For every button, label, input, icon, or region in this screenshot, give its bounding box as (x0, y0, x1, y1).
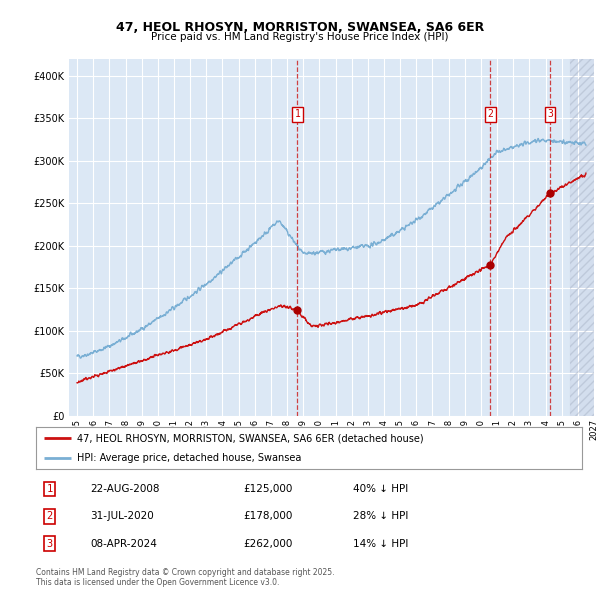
Text: £262,000: £262,000 (244, 539, 293, 549)
Text: £178,000: £178,000 (244, 512, 293, 521)
Bar (570, 59, 594, 416)
Text: 1: 1 (47, 484, 53, 494)
Text: £125,000: £125,000 (244, 484, 293, 494)
Text: Price paid vs. HM Land Registry's House Price Index (HPI): Price paid vs. HM Land Registry's House … (151, 32, 449, 42)
Text: 1: 1 (295, 109, 301, 119)
Text: 31-JUL-2020: 31-JUL-2020 (91, 512, 154, 521)
Text: HPI: Average price, detached house, Swansea: HPI: Average price, detached house, Swan… (77, 454, 301, 463)
Text: 47, HEOL RHOSYN, MORRISTON, SWANSEA, SA6 6ER: 47, HEOL RHOSYN, MORRISTON, SWANSEA, SA6… (116, 21, 484, 34)
Text: 2: 2 (47, 512, 53, 521)
Text: 2: 2 (487, 109, 493, 119)
Text: 3: 3 (47, 539, 53, 549)
Text: 47, HEOL RHOSYN, MORRISTON, SWANSEA, SA6 6ER (detached house): 47, HEOL RHOSYN, MORRISTON, SWANSEA, SA6… (77, 433, 424, 443)
Text: 28% ↓ HPI: 28% ↓ HPI (353, 512, 408, 521)
Text: 22-AUG-2008: 22-AUG-2008 (91, 484, 160, 494)
Bar (570, 59, 594, 416)
Text: 3: 3 (547, 109, 553, 119)
Text: Contains HM Land Registry data © Crown copyright and database right 2025.
This d: Contains HM Land Registry data © Crown c… (36, 568, 335, 587)
Text: 08-APR-2024: 08-APR-2024 (91, 539, 157, 549)
Text: 14% ↓ HPI: 14% ↓ HPI (353, 539, 408, 549)
Text: 40% ↓ HPI: 40% ↓ HPI (353, 484, 408, 494)
